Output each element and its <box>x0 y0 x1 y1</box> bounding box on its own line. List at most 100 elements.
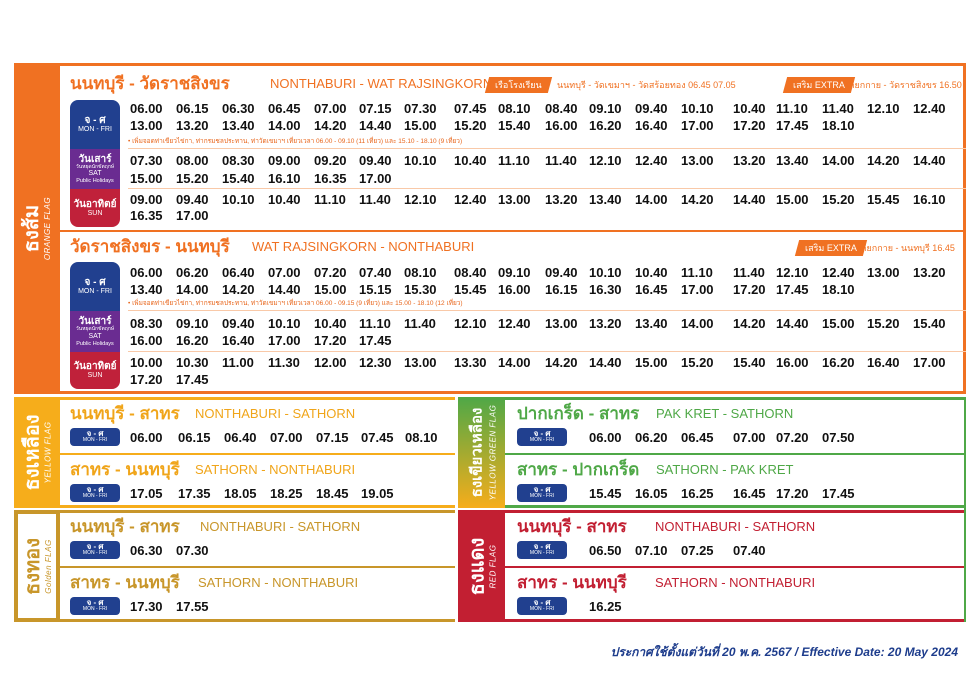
day-badge-mf: จ - ศ MON - FRI <box>517 541 567 559</box>
route-title-th: สาทร - ปากเกร็ด <box>517 460 640 479</box>
departure-time: 17.00 <box>913 355 946 370</box>
departure-time: 14.00 <box>268 118 301 133</box>
departure-time: 18.10 <box>822 282 855 297</box>
departure-time: 17.45 <box>359 333 392 348</box>
departure-time: 14.20 <box>222 282 255 297</box>
route-title-th: สาทร - นนทบุรี <box>70 460 180 479</box>
departure-time: 16.40 <box>222 333 255 348</box>
departure-time: 14.40 <box>913 153 946 168</box>
departure-time: 07.40 <box>733 543 766 558</box>
departure-time: 10.10 <box>404 153 437 168</box>
departure-time: 17.00 <box>681 282 714 297</box>
departure-time: 15.20 <box>176 171 209 186</box>
departure-time: 07.15 <box>316 430 349 445</box>
departure-time: 11.10 <box>359 316 391 331</box>
day-th: จ - ศ <box>84 115 106 127</box>
day-en: MON - FRI <box>529 437 555 443</box>
green-section-frame <box>458 397 966 508</box>
orange-section-frame <box>14 63 966 394</box>
day-th: จ - ศ <box>533 598 551 607</box>
departure-time: 06.50 <box>589 543 622 558</box>
departure-time: 17.05 <box>130 486 163 501</box>
route-divider <box>60 566 455 568</box>
departure-time: 09.40 <box>545 265 578 280</box>
route-title-en: NONTHABURI - SATHORN <box>655 519 816 534</box>
departure-time: 13.40 <box>130 282 163 297</box>
departure-time: 15.40 <box>733 355 766 370</box>
route-title-en: SATHORN - NONTHABURI <box>655 575 816 590</box>
departure-time: 14.40 <box>733 192 766 207</box>
departure-time: 09.10 <box>498 265 531 280</box>
departure-time: 13.00 <box>681 153 714 168</box>
departure-time: 07.15 <box>359 101 392 116</box>
departure-time: 07.50 <box>822 430 855 445</box>
day-badge-mf: จ - ศ MON - FRI <box>517 484 567 502</box>
stop-note: • เพิ่มจอดท่าเขียวไข่กา, ท่ากรมชลประทาน,… <box>128 138 463 145</box>
green-flag-label: ธงเขียวเหลือง YELLOW GREEN FLAG <box>458 397 505 508</box>
departure-time: 12.40 <box>635 153 668 168</box>
route-divider <box>60 453 455 455</box>
day-th: จ - ศ <box>86 485 104 494</box>
departure-time: 10.10 <box>681 101 714 116</box>
departure-time: 16.00 <box>545 118 578 133</box>
departure-time: 06.00 <box>589 430 622 445</box>
departure-time: 07.20 <box>776 430 809 445</box>
departure-time: 06.00 <box>130 265 163 280</box>
day-en2: Public Holidays <box>76 340 114 347</box>
departure-time: 15.20 <box>822 192 855 207</box>
flag-text: ธงเขียวเหลือง YELLOW GREEN FLAG <box>466 405 497 501</box>
flag-th: ธงส้ม <box>21 204 44 253</box>
departure-time: 14.20 <box>545 355 578 370</box>
day-en: MON - FRI <box>529 493 555 499</box>
departure-time: 09.00 <box>130 192 163 207</box>
departure-time: 12.10 <box>404 192 437 207</box>
day-badge-mf: จ - ศ MON - FRI <box>70 484 120 502</box>
day-th: วันเสาร์ <box>78 316 112 328</box>
departure-time: 16.05 <box>635 486 668 501</box>
departure-time: 17.20 <box>314 333 347 348</box>
departure-time: 14.00 <box>681 316 714 331</box>
departure-time: 13.00 <box>867 265 900 280</box>
departure-time: 06.15 <box>176 101 209 116</box>
day-th: จ - ศ <box>533 542 551 551</box>
departure-time: 10.40 <box>635 265 668 280</box>
departure-time: 12.40 <box>913 101 946 116</box>
departure-time: 13.20 <box>733 153 766 168</box>
gold-section-frame <box>14 510 455 622</box>
route-title-en: SATHORN - NONTHABURI <box>198 575 359 590</box>
day-th: วันเสาร์ <box>78 153 112 165</box>
departure-time: 08.40 <box>545 101 578 116</box>
departure-time: 08.30 <box>130 316 163 331</box>
departure-time: 06.20 <box>176 265 209 280</box>
departure-time: 16.45 <box>635 282 668 297</box>
departure-time: 14.20 <box>733 316 766 331</box>
flag-text: ธงเหลือง YELLOW FLAG <box>22 414 53 490</box>
departure-time: 16.30 <box>589 282 622 297</box>
departure-time: 15.40 <box>498 118 531 133</box>
route-title-th: นนทบุรี - สาทร <box>517 517 627 536</box>
departure-time: 10.40 <box>314 316 347 331</box>
departure-time: 11.40 <box>404 316 436 331</box>
flag-en: ORANGE FLAG <box>43 196 53 261</box>
yellow-flag-label: ธงเหลือง YELLOW FLAG <box>14 397 60 508</box>
tag-text: เกียกกาย - นนทบุรี 16.45 <box>858 243 955 253</box>
day-en: MON - FRI <box>529 550 555 556</box>
day-en: SAT <box>88 170 102 178</box>
tag-label: เรือโรงเรียน <box>495 80 542 90</box>
day-badge-mf: จ - ศ MON - FRI <box>70 100 120 149</box>
departure-time: 06.40 <box>224 430 257 445</box>
flag-en: YELLOW FLAG <box>43 421 53 484</box>
day-en: MON - FRI <box>82 493 108 499</box>
day-badge-mf: จ - ศ MON - FRI <box>70 262 120 311</box>
day-badge-mf: จ - ศ MON - FRI <box>70 597 120 615</box>
day-en: SUN <box>87 209 103 217</box>
departure-time: 17.30 <box>130 599 163 614</box>
route-title-th: นนทบุรี - วัดราชสิงขร <box>70 74 230 93</box>
departure-time: 11.10 <box>498 153 530 168</box>
departure-time: 16.10 <box>913 192 946 207</box>
day-sub: วันหยุดนักขัตฤกษ์ <box>75 163 115 170</box>
route-divider <box>60 230 966 232</box>
schedule-divider <box>128 148 966 149</box>
departure-time: 09.00 <box>268 153 301 168</box>
departure-time: 17.45 <box>776 282 809 297</box>
